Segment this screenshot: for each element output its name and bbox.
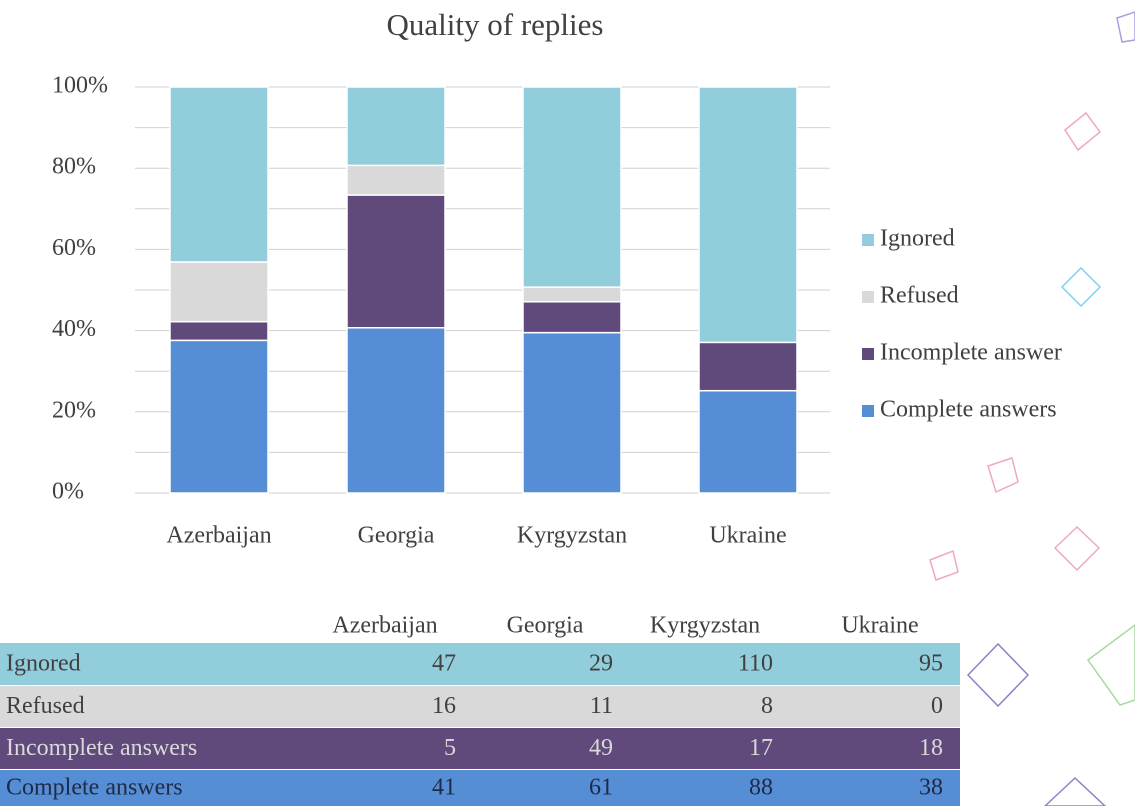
bar-segment <box>170 340 268 493</box>
y-tick-label: 80% <box>52 154 96 180</box>
table-cell: 5 <box>444 735 456 761</box>
table-row <box>0 686 960 727</box>
table-row <box>0 643 960 685</box>
bar-segment <box>523 87 621 287</box>
table-cell: 47 <box>432 651 456 677</box>
row-label: Refused <box>6 693 85 719</box>
bar-segment <box>347 195 445 328</box>
diamond <box>1055 527 1099 570</box>
bar-segment <box>699 342 797 390</box>
legend-swatch <box>862 234 874 246</box>
table-cell: 41 <box>432 775 456 801</box>
x-tick-label: Azerbaijan <box>166 523 271 549</box>
y-tick-label: 20% <box>52 397 96 423</box>
diamond <box>1088 625 1135 705</box>
row-label: Incomplete answers <box>6 735 197 761</box>
table-cell: 49 <box>589 735 613 761</box>
bar-segment <box>170 87 268 262</box>
table-header: Georgia <box>507 613 584 639</box>
table-header: Azerbaijan <box>332 613 437 639</box>
bar-segment <box>699 87 797 342</box>
bar-segment <box>699 391 797 493</box>
bar-segment <box>347 165 445 195</box>
legend-label: Incomplete answer <box>880 340 1062 366</box>
table-cell: 18 <box>919 735 943 761</box>
row-label: Complete answers <box>6 775 183 801</box>
table-cell: 11 <box>590 693 613 719</box>
x-tick-label: Kyrgyzstan <box>517 523 627 549</box>
slide: Quality of replies 0% 20% 40% 60% 80% 100% Aze… <box>0 0 1135 806</box>
diamond <box>1065 113 1100 150</box>
bar-segment <box>347 328 445 493</box>
table-cell: 17 <box>749 735 773 761</box>
diamond <box>1045 778 1105 806</box>
legend-swatch <box>862 348 874 360</box>
diamond <box>968 644 1028 706</box>
chart-title: Quality of replies <box>387 7 604 42</box>
row-label: Ignored <box>6 651 81 677</box>
diamond <box>930 551 958 580</box>
table-cell: 95 <box>919 651 943 677</box>
y-tick-label: 0% <box>52 479 84 505</box>
bar-segment <box>170 322 268 341</box>
table-cell: 38 <box>919 775 943 801</box>
table-header: Kyrgyzstan <box>650 613 760 639</box>
diamond <box>988 458 1018 492</box>
y-tick-label: 100% <box>52 73 108 99</box>
x-tick-label: Georgia <box>358 523 435 549</box>
table-cell: 8 <box>761 693 773 719</box>
table-cell: 29 <box>589 651 613 677</box>
y-tick-label: 40% <box>52 316 96 342</box>
table-cell: 110 <box>738 651 773 677</box>
table-cell: 0 <box>931 693 943 719</box>
bar-segment <box>347 87 445 165</box>
legend-label: Ignored <box>880 226 955 252</box>
bar-segment <box>170 262 268 322</box>
table-cell: 61 <box>589 775 613 801</box>
legend-swatch <box>862 291 874 303</box>
bar-segment <box>523 333 621 493</box>
x-tick-label: Ukraine <box>709 523 786 549</box>
legend-swatch <box>862 405 874 417</box>
page: {"chart_data": {"type": "stacked_bar", "… <box>0 0 1135 806</box>
y-tick-label: 60% <box>52 235 96 261</box>
diamond <box>1062 268 1100 306</box>
table-header: Ukraine <box>841 613 918 639</box>
bar-segment <box>523 302 621 333</box>
legend-label: Complete answers <box>880 397 1057 423</box>
bar-segment <box>523 287 621 302</box>
diamond <box>1117 12 1135 42</box>
table-cell: 88 <box>749 775 773 801</box>
legend-label: Refused <box>880 283 959 309</box>
table-cell: 16 <box>432 693 456 719</box>
